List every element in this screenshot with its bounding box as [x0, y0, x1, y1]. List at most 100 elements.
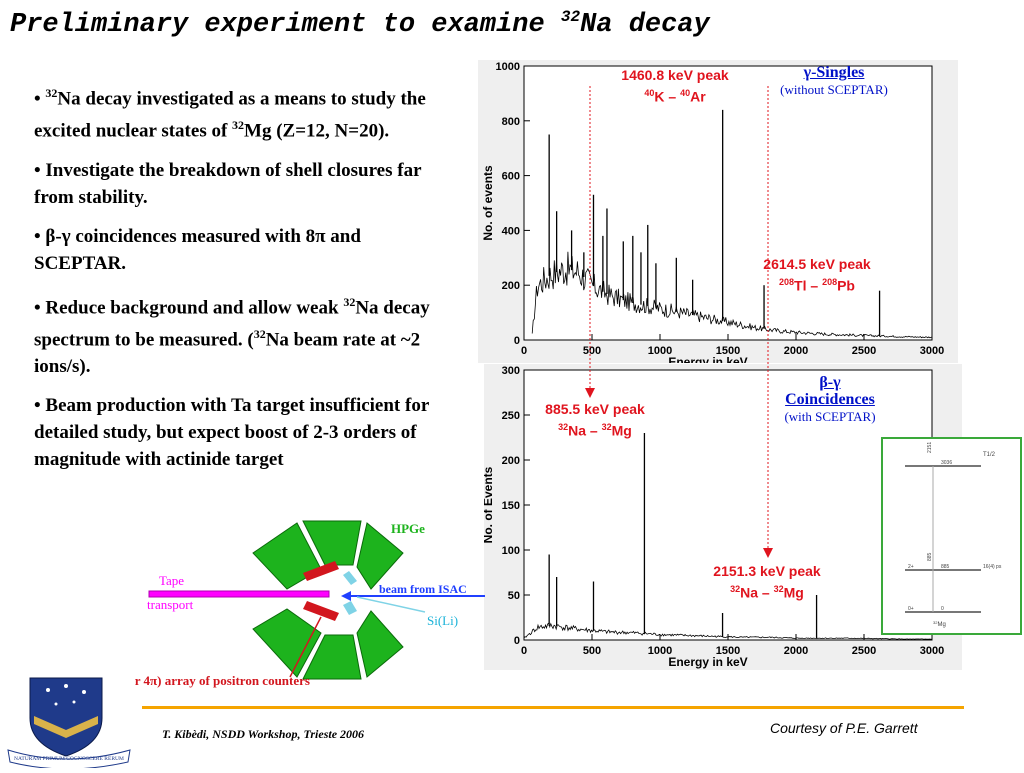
spectrum-background — [523, 622, 933, 640]
title-text: Preliminary experiment to examine — [10, 10, 545, 40]
singles-title: γ-Singles — [803, 64, 865, 81]
sili-detector-1 — [343, 571, 357, 585]
crest-chevron — [34, 716, 98, 738]
level-885-spin: 2+ — [908, 564, 914, 570]
hpge-crystal-3 — [356, 522, 404, 590]
crest-icon: NATURAM PRIMUM COGNOSCERE RERUM — [7, 677, 131, 770]
tape-transport — [148, 590, 330, 598]
y-tick-label: 100 — [502, 545, 520, 557]
singles-legend: γ-Singles (without SCEPTAR) — [775, 64, 893, 98]
title-isotope-mass: 32 — [560, 8, 581, 26]
y-tick-label: 400 — [502, 225, 520, 237]
gamma-2151-label: 2151 — [927, 442, 933, 453]
singles-chart-panel: 0 500 1000 1500 2000 2500 3000 0 200 400 600 800 100… — [478, 60, 958, 369]
slide-title: Preliminary experiment to examine 32Na d… — [10, 8, 710, 40]
level-885-energy: 885 — [941, 564, 950, 570]
spectrum-background — [531, 251, 933, 339]
crest-shield — [29, 677, 103, 757]
hpge-crystal-5 — [302, 634, 362, 680]
bullet-1: • 32Na decay investigated as a means to … — [34, 86, 426, 142]
y-tick-label: 600 — [502, 171, 520, 183]
annotation-1460-reaction: 40K – 40Ar — [644, 88, 706, 105]
level-0-energy: 0 — [941, 606, 944, 612]
level-scheme: T1/2 3036 2+ 885 16(4) ps 0+ 0 2151 885 … — [905, 442, 1002, 628]
singles-subtitle: (without SCEPTAR) — [780, 82, 888, 97]
annotation-2151-energy: 2151.3 keV peak — [713, 563, 821, 579]
hpge-crystal-4 — [252, 608, 322, 678]
annotation-1460: 1460.8 keV peak 40K – 40Ar — [600, 66, 750, 106]
university-crest-logo: NATURAM PRIMUM COGNOSCERE RERUM — [4, 672, 134, 770]
annotation-2614-reaction: 208Tl – 208Pb — [779, 277, 855, 294]
level-scheme-inset: T1/2 3036 2+ 885 16(4) ps 0+ 0 2151 885 … — [881, 437, 1022, 635]
x-axis-label: Energy in keV — [668, 655, 747, 669]
bullet-5: • Beam production with Ta target insuffi… — [34, 395, 429, 471]
annotation-1460-energy: 1460.8 keV peak — [621, 67, 729, 83]
x-tick-label: 0 — [521, 645, 527, 657]
footer-credit: Courtesy of P.E. Garrett — [770, 720, 918, 736]
annotation-2151-reaction: 32Na – 32Mg — [730, 584, 804, 601]
y-tick-label: 800 — [502, 116, 520, 128]
hpge-crystal-6 — [356, 610, 404, 678]
coincidence-legend: β-γ Coincidences (with SCEPTAR) — [768, 374, 892, 425]
annotation-885-energy: 885.5 keV peak — [545, 401, 645, 417]
arrowhead-885 — [585, 388, 595, 398]
level-885-halflife: 16(4) ps — [983, 564, 1002, 570]
array-caption: 2π (or 4π) array of positron counters — [135, 673, 310, 688]
level-0-spin: 0+ — [908, 606, 914, 612]
x-tick-label: 2500 — [852, 645, 876, 657]
singles-chart: 0 500 1000 1500 2000 2500 3000 0 200 400 600 800 100… — [481, 61, 944, 369]
annotation-2614: 2614.5 keV peak 208Tl – 208Pb — [742, 255, 892, 295]
plot-area — [523, 369, 933, 641]
beam-label: beam from ISAC — [379, 582, 467, 596]
annotation-2614-energy: 2614.5 keV peak — [763, 256, 871, 272]
y-tick-label: 1000 — [496, 61, 520, 73]
coincidence-title2: Coincidences — [785, 391, 875, 408]
positron-counter-2 — [303, 601, 339, 621]
x-tick-label: 1000 — [648, 645, 672, 657]
y-tick-label: 50 — [508, 590, 520, 602]
sili-label: Si(Li) — [427, 613, 458, 628]
y-tick-label: 0 — [514, 635, 520, 647]
y-tick-label: 0 — [514, 335, 520, 347]
x-tick-label: 500 — [583, 345, 601, 357]
crest-stars — [46, 684, 86, 706]
annotation-885-reaction: 32Na – 32Mg — [558, 422, 632, 439]
arrowhead-2151 — [763, 548, 773, 558]
detector-schematic: HPGe Tape transport beam from ISAC Si(Li… — [107, 517, 495, 692]
transport-label: transport — [147, 597, 194, 612]
y-axis-label: No. of events — [481, 165, 495, 241]
x-tick-label: 2000 — [784, 645, 808, 657]
x-tick-label: 0 — [521, 345, 527, 357]
y-tick-label: 300 — [502, 365, 520, 377]
footer-citation: T. Kibèdi, NSDD Workshop, Trieste 2006 — [162, 727, 365, 741]
x-tick-label: 2500 — [852, 345, 876, 357]
annotation-2151: 2151.3 keV peak 32Na – 32Mg — [692, 562, 842, 602]
positron-counter-1 — [303, 561, 339, 581]
y-tick-label: 250 — [502, 410, 520, 422]
coincidence-title: β-γ — [819, 374, 841, 391]
coincidence-subtitle: (with SCEPTAR) — [784, 409, 876, 424]
coincidence-chart: 0 500 1000 1500 2000 2500 30000501001502002503… — [481, 365, 944, 669]
crest-motto: NATURAM PRIMUM COGNOSCERE RERUM — [14, 756, 124, 762]
y-tick-label: 200 — [502, 455, 520, 467]
x-tick-label: 3000 — [920, 645, 944, 657]
detector-diagram: HPGe Tape transport beam from ISAC Si(Li… — [107, 520, 485, 688]
x-tick-label: 2000 — [784, 345, 808, 357]
x-tick-label: 1500 — [716, 645, 740, 657]
hpge-crystal-2 — [302, 520, 362, 566]
x-tick-label: 3000 — [920, 345, 944, 357]
sili-detector-2 — [343, 601, 357, 615]
beam-arrowhead — [341, 591, 351, 601]
footer-rule — [142, 706, 964, 709]
bullet-2: • Investigate the breakdown of shell clo… — [34, 159, 422, 208]
gamma-885-label: 885 — [927, 552, 933, 561]
x-tick-label: 1500 — [716, 345, 740, 357]
crest-scroll — [7, 749, 131, 770]
y-tick-label: 150 — [502, 500, 520, 512]
x-tick-label: 500 — [583, 645, 601, 657]
bullet-4: • Reduce background and allow weak 32Na … — [34, 294, 430, 378]
y-axis-label: No. of Events — [484, 466, 495, 543]
title-isotope-rest: Na decay — [580, 10, 710, 40]
halflife-header: T1/2 — [983, 452, 996, 458]
